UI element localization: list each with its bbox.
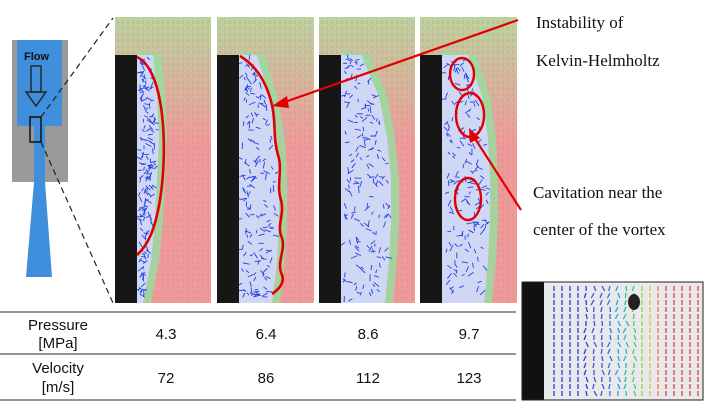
inset-wall xyxy=(522,282,544,400)
flow-arrow-icon xyxy=(24,65,48,108)
kh-label-line-2: Kelvin-Helmholtz xyxy=(536,51,660,70)
piv-panel-1 xyxy=(115,17,211,303)
kh-interface-panel-2 xyxy=(239,54,285,296)
row-unit-pressure: [MPa] xyxy=(38,335,77,352)
cell-velocity-3: 112 xyxy=(356,370,380,387)
cell-pressure-4: 9.7 xyxy=(459,326,480,343)
nozzle-inlet-channel xyxy=(17,40,62,126)
cell-pressure-2: 6.4 xyxy=(256,326,277,343)
piv-panel-3 xyxy=(319,17,415,303)
cell-velocity-4: 123 xyxy=(456,370,481,387)
nozzle-wall xyxy=(319,55,341,303)
inset-border xyxy=(521,281,704,401)
inset-cavitation-bubble xyxy=(628,294,640,310)
vortex-vectors xyxy=(340,54,393,302)
cell-velocity-2: 86 xyxy=(258,370,275,387)
row-label-pressure: Pressure xyxy=(28,317,88,334)
cell-velocity-1: 72 xyxy=(158,370,175,387)
cell-pressure-1: 4.3 xyxy=(156,326,177,343)
vortex-vectors xyxy=(236,54,280,298)
vortex-region xyxy=(341,55,391,303)
data-table: Pressure [MPa] 4.3 6.4 8.6 9.7 Velocity … xyxy=(0,311,516,401)
vortex-outline-panel-1 xyxy=(136,55,166,256)
zoom-guide-bottom xyxy=(40,141,114,304)
cavitation-label-line-2: center of the vortex xyxy=(533,220,666,239)
spray-plume xyxy=(26,182,52,277)
vortex-vectors xyxy=(136,56,159,298)
cavitation-arrow xyxy=(469,128,522,211)
nozzle-wall xyxy=(115,55,137,303)
vortex-vectors xyxy=(440,58,490,296)
flow-label: Flow xyxy=(24,51,49,63)
cell-pressure-3: 8.6 xyxy=(358,326,379,343)
cavitation-label-line-1: Cavitation near the xyxy=(533,183,662,202)
vortex-region xyxy=(239,55,279,303)
cavitation-circle-1 xyxy=(448,56,476,92)
kh-label-line-1: Instability of xyxy=(536,13,624,32)
kh-arrow xyxy=(272,18,519,108)
inset-background xyxy=(522,282,703,400)
nozzle-wall xyxy=(217,55,239,303)
zoom-guide-top xyxy=(40,17,114,118)
inset-vectors xyxy=(553,285,699,397)
zoom-region-box xyxy=(29,116,42,143)
row-unit-velocity: [m/s] xyxy=(42,379,75,396)
row-label-velocity: Velocity xyxy=(32,360,84,377)
cavitation-circle-3 xyxy=(453,176,483,222)
piv-panel-2 xyxy=(217,17,314,303)
vortex-closeup-inset xyxy=(521,281,704,401)
nozzle-wall xyxy=(420,55,442,303)
nozzle-diagram: Flow xyxy=(12,17,114,304)
nozzle-orifice xyxy=(34,126,45,182)
